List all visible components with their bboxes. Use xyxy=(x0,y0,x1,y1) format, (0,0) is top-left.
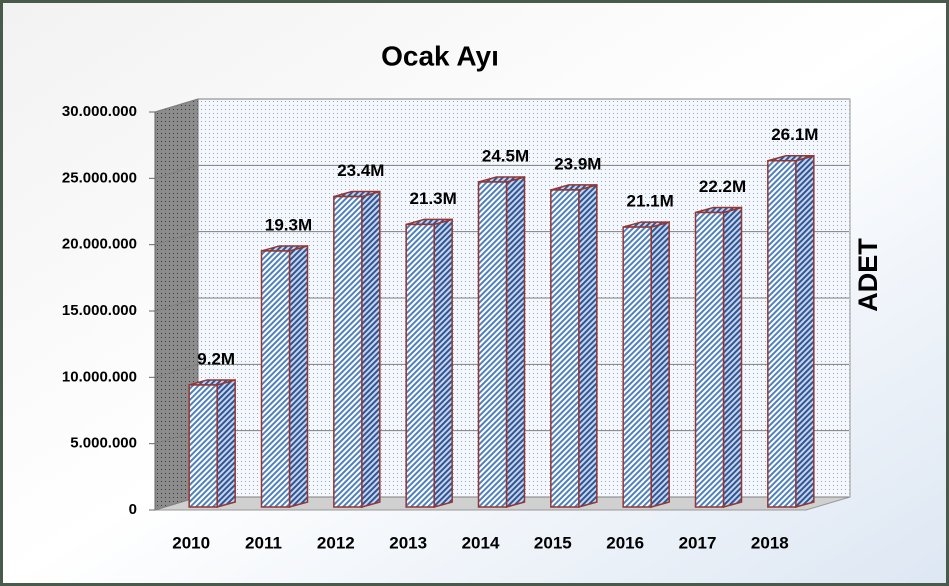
bar-side xyxy=(578,183,598,508)
bar-side xyxy=(722,206,743,508)
bar-side xyxy=(288,244,309,508)
x-tick-label: 2016 xyxy=(606,533,644,552)
bar xyxy=(188,384,218,508)
data-label: 21.1M xyxy=(627,192,674,211)
data-label: 9.2M xyxy=(197,349,235,368)
y-tick-label: 15.000.000 xyxy=(62,302,137,319)
grid-line xyxy=(154,98,849,113)
bar-side xyxy=(216,378,236,508)
bar-side xyxy=(433,218,453,508)
y-tick-label: 10.000.000 xyxy=(62,368,137,385)
x-tick-label: 2012 xyxy=(317,533,355,552)
bar-side xyxy=(650,221,670,508)
data-label: 26.1M xyxy=(771,125,818,144)
x-tick-label: 2013 xyxy=(389,533,427,552)
x-tick-label: 2014 xyxy=(462,533,500,552)
x-tick-label: 2018 xyxy=(751,533,789,552)
data-label: 23.4M xyxy=(337,161,384,180)
x-tick-label: 2017 xyxy=(679,533,717,552)
data-label: 23.9M xyxy=(554,154,601,173)
bar xyxy=(622,226,652,508)
y-tick-label: 25.000.000 xyxy=(62,169,137,186)
y-tick-label: 5.000.000 xyxy=(70,435,137,452)
bar xyxy=(767,159,797,508)
y-tick-label: 30.000.000 xyxy=(62,103,137,120)
y-axis-title: ADET xyxy=(853,238,883,312)
bar xyxy=(405,223,435,508)
bar xyxy=(333,195,363,508)
data-label: 24.5M xyxy=(482,146,529,165)
bar-side xyxy=(505,175,526,508)
grid-line xyxy=(154,164,849,179)
bar-side xyxy=(795,154,815,508)
chart-title: Ocak Ayı xyxy=(381,40,499,71)
bar xyxy=(694,211,725,508)
bar-side xyxy=(361,190,381,508)
bar xyxy=(550,189,580,508)
bar xyxy=(260,250,291,508)
data-label: 21.3M xyxy=(410,189,457,208)
x-tick-label: 2015 xyxy=(534,533,572,552)
bar xyxy=(477,181,508,508)
y-tick-label: 20.000.000 xyxy=(62,236,137,253)
x-tick-label: 2010 xyxy=(172,533,210,552)
x-tick-label: 2011 xyxy=(245,533,282,552)
y-tick-label: 0 xyxy=(129,501,137,518)
data-label: 19.3M xyxy=(265,215,312,234)
data-label: 22.2M xyxy=(699,177,746,196)
